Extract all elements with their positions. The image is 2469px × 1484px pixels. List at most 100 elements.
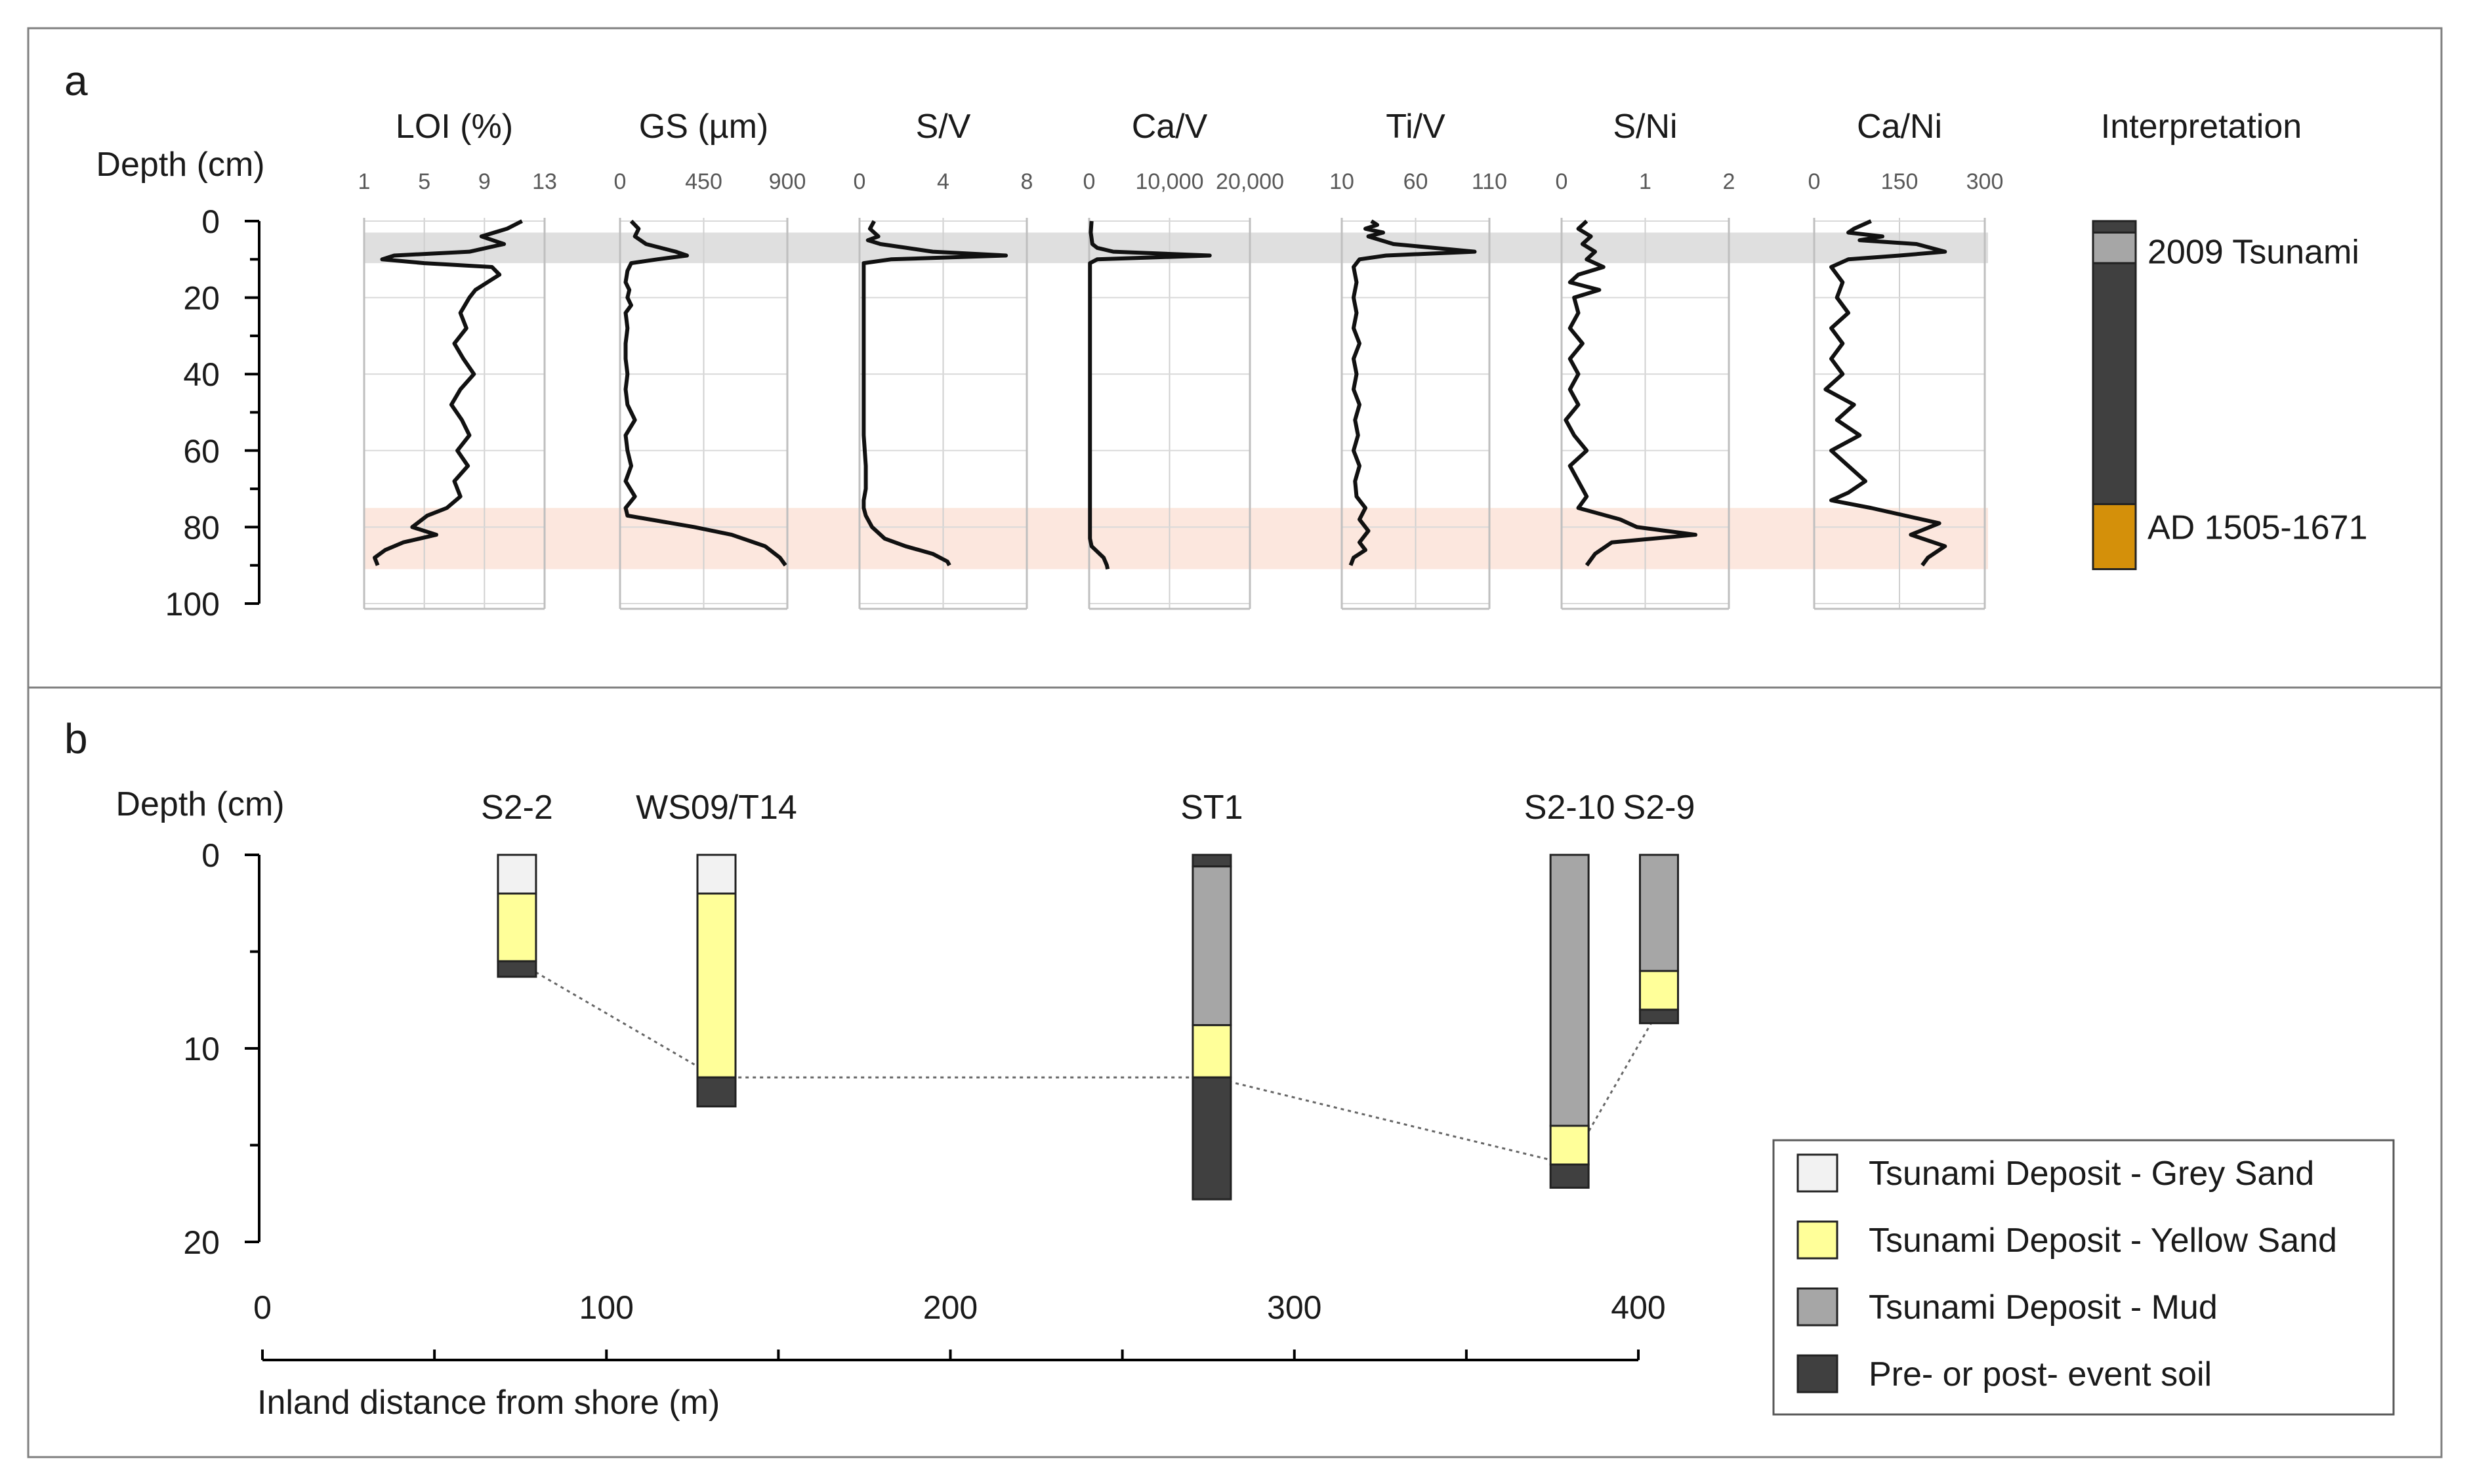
track-tick-label: 4 — [937, 169, 949, 194]
interpretation-label: 2009 Tsunami — [2147, 234, 2359, 272]
correlation-line — [516, 960, 1660, 1166]
track-tick-label: 150 — [1881, 169, 1919, 194]
track-tick-label: 2 — [1723, 169, 1735, 194]
track-tick-label: 1 — [1639, 169, 1651, 194]
a-depth-tick-label: 60 — [183, 433, 220, 470]
b-depth-tick-label: 20 — [183, 1224, 220, 1261]
core-4: S2-9 — [1623, 789, 1695, 1025]
legend-label: Tsunami Deposit - Mud — [1869, 1288, 2218, 1327]
track-tick-label: 0 — [614, 169, 627, 194]
track-profile-line — [1348, 219, 1477, 566]
core-label: ST1 — [1180, 789, 1243, 827]
interpretation-segment — [2092, 503, 2137, 571]
track-title: GS (µm) — [639, 108, 769, 146]
core-layer — [497, 892, 537, 962]
legend-swatch — [1796, 1153, 1838, 1193]
a-depth-tick-label: 20 — [183, 280, 220, 317]
core-layer — [1549, 1124, 1590, 1166]
track-tick-label: 900 — [769, 169, 806, 194]
track-title: LOI (%) — [396, 108, 513, 146]
panel-a-label: a — [64, 57, 88, 104]
panel-b: b Depth (cm) 0 10 20 0 100 200 300 400 Inland di… — [27, 686, 2443, 1458]
track-tick-label: 13 — [532, 169, 557, 194]
b-depth-axis-title: Depth (cm) — [115, 785, 284, 823]
track-profile-line — [1823, 219, 1947, 567]
track-tick-label: 300 — [1966, 169, 2004, 194]
core-layer — [696, 892, 737, 1079]
b-x-axis-title: Inland distance from shore (m) — [257, 1384, 720, 1422]
core-layer — [1192, 1076, 1232, 1201]
track-tick-label: 0 — [854, 169, 866, 194]
track-tick-label: 450 — [685, 169, 722, 194]
track-6: Ca/Ni 0 150 300 — [1808, 108, 2004, 610]
b-x-tick-label: 400 — [1611, 1289, 1665, 1326]
b-depth-tick-label: 0 — [201, 837, 220, 874]
core-layer — [497, 960, 537, 978]
a-depth-tick-label: 0 — [201, 203, 220, 240]
legend-swatch — [1796, 1287, 1838, 1327]
track-tick-label: 10 — [1329, 169, 1354, 194]
core-layer — [1192, 1024, 1232, 1079]
legend-swatch — [1796, 1220, 1838, 1260]
track-title: S/V — [916, 108, 971, 146]
track-title: Ca/V — [1132, 108, 1208, 146]
core-label: S2-2 — [481, 789, 553, 827]
track-title: Ti/V — [1386, 108, 1445, 146]
track-profile-line — [623, 219, 787, 567]
track-tick-label: 0 — [1808, 169, 1821, 194]
track-2: S/V 0 4 8 — [854, 108, 1033, 610]
core-layer — [696, 854, 737, 895]
core-label: S2-9 — [1623, 789, 1695, 827]
interpretation-segment — [2092, 262, 2137, 505]
band-1 — [364, 508, 1988, 569]
track-profile-line — [861, 220, 1008, 567]
track-tick-label: 60 — [1403, 169, 1428, 194]
core-layer — [1192, 865, 1232, 1027]
track-tick-label: 5 — [418, 169, 430, 194]
track-5: S/Ni 0 1 2 — [1556, 108, 1735, 610]
core-3: S2-10 — [1524, 789, 1615, 1189]
core-layer — [1192, 854, 1232, 868]
track-tick-label: 9 — [478, 169, 491, 194]
legend-label: Pre- or post- event soil — [1869, 1355, 2212, 1393]
a-depth-tick-label: 80 — [183, 509, 220, 546]
panel-b-frame — [27, 686, 2443, 1458]
track-tick-label: 0 — [1083, 169, 1096, 194]
track-1: GS (µm) 0 450 900 — [614, 108, 806, 610]
core-2: ST1 — [1180, 789, 1243, 1201]
track-profile-line — [373, 219, 523, 566]
track-tick-label: 0 — [1556, 169, 1568, 194]
core-label: S2-10 — [1524, 789, 1615, 827]
track-0: LOI (%) 1 5 9 13 — [358, 108, 557, 610]
track-4: Ti/V 10 60 110 — [1329, 108, 1507, 610]
a-depth-tick-label: 40 — [183, 356, 220, 393]
interpretation-segment — [2092, 220, 2137, 234]
track-tick-label: 110 — [1472, 169, 1507, 194]
b-x-tick-label: 100 — [579, 1289, 634, 1326]
track-3: Ca/V 0 10,000 20,000 — [1083, 108, 1284, 610]
track-tick-label: 8 — [1021, 169, 1033, 194]
legend-label: Tsunami Deposit - Grey Sand — [1869, 1155, 2314, 1193]
core-label: WS09/T14 — [636, 789, 797, 827]
track-tick-label: 20,000 — [1216, 169, 1284, 194]
interpretation-title: Interpretation — [2101, 108, 2302, 146]
core-0: S2-2 — [481, 789, 553, 978]
panel-b-label: b — [64, 715, 88, 762]
core-layer — [497, 854, 537, 895]
track-profile-line — [1564, 219, 1697, 567]
a-depth-axis-title: Depth (cm) — [96, 146, 264, 184]
interpretation-label: AD 1505-1671 — [2147, 508, 2367, 546]
b-x-tick-label: 0 — [253, 1289, 272, 1326]
legend-box — [1772, 1139, 2395, 1416]
core-layer — [696, 1076, 737, 1107]
track-tick-label: 1 — [358, 169, 371, 194]
core-layer — [1638, 1008, 1679, 1025]
b-x-tick-label: 200 — [923, 1289, 978, 1326]
legend-swatch — [1796, 1354, 1838, 1393]
core-layer — [1638, 970, 1679, 1011]
core-layer — [1638, 854, 1679, 972]
track-tick-label: 10,000 — [1136, 169, 1204, 194]
core-1: WS09/T14 — [636, 789, 797, 1107]
interpretation-segment — [2092, 231, 2137, 264]
